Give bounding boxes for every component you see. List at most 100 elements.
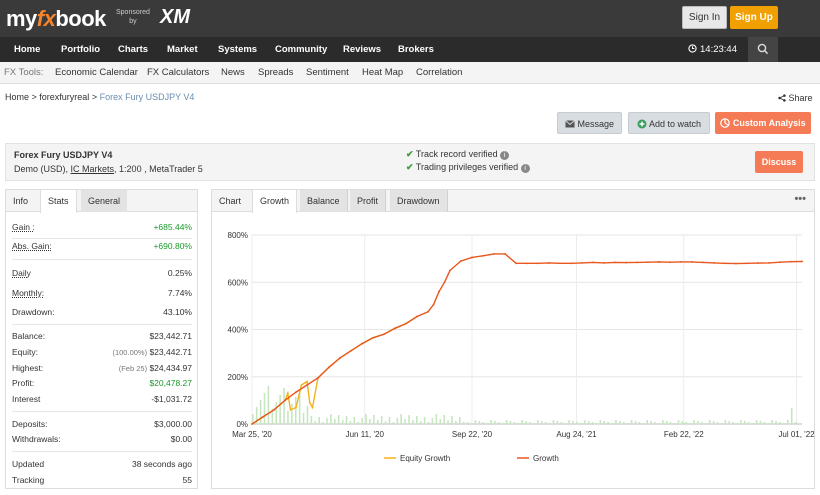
volume-bar [447,420,449,424]
volume-bar [330,414,332,424]
myfxbook-logo[interactable]: myfxbook [6,6,106,31]
system-info-strip: Forex Fury USDJPY V4 Demo (USD), IC Mark… [5,143,815,181]
nav-portfolio[interactable]: Portfolio [61,44,101,55]
volume-bar [287,411,289,424]
tab-info[interactable]: Info [13,196,29,206]
nav-charts[interactable]: Charts [118,44,149,55]
volume-bar [349,421,352,424]
volume-bar [662,420,664,424]
tab-chart[interactable]: Chart [219,196,242,206]
add-to-watch-button[interactable]: Add to watch [628,112,710,134]
nav-community[interactable]: Community [275,44,328,55]
volume-bar [681,421,684,424]
volume-bar [400,414,402,424]
volume-bar [462,422,465,424]
nav-brokers[interactable]: Brokers [398,44,434,55]
xm-logo[interactable]: XM [160,6,190,28]
volume-bar [505,420,508,424]
breadcrumb-current[interactable]: Forex Fury USDJPY V4 [99,92,195,102]
volume-bar [740,420,742,424]
custom-analysis-button[interactable]: Custom Analysis [715,112,811,134]
volume-bar [423,417,426,424]
sign-in-button[interactable]: Sign In [682,6,727,29]
tool-correlation[interactable]: Correlation [416,67,463,78]
message-button[interactable]: Message [557,112,622,134]
x-tick-label: Aug 24, '21 [556,430,597,439]
growth-point [669,261,671,264]
tab-balance[interactable]: Balance [300,190,348,212]
breadcrumb-user[interactable]: forexfuryreal [39,92,90,102]
volume-bar [294,397,297,424]
nav-reviews[interactable]: Reviews [343,44,382,55]
growth-point [493,253,495,255]
sign-up-button[interactable]: Sign Up [730,6,778,29]
search-button[interactable] [748,37,778,62]
growth-point [559,262,561,265]
growth-point [295,391,297,394]
info-icon[interactable]: i [500,151,510,160]
tool-news[interactable]: News [221,67,245,78]
nav-systems[interactable]: Systems [218,44,258,55]
breadcrumb-home[interactable]: Home [5,92,30,102]
volume-bar [587,421,590,424]
plus-circle-icon [637,119,647,129]
tool-sentiment[interactable]: Sentiment [306,67,349,78]
volume-bar [455,421,457,424]
volume-bar [755,420,758,424]
volume-bar [341,420,344,424]
tab-drawdown[interactable]: Drawdown [390,190,448,212]
volume-bar [759,421,762,424]
chart-menu-icon[interactable]: ••• [794,193,806,205]
growth-point [658,261,660,263]
tab-growth[interactable]: Growth [252,190,298,213]
top-header: myfxbook Sponsored by XM Sign In Sign Up [0,0,820,37]
stat-updated: Updated 38 seconds ago [12,459,192,469]
growth-point [603,261,605,264]
volume-bar [634,421,637,424]
y-tick-label: 600% [228,278,248,287]
volume-bar [283,388,285,424]
volume-bar [564,423,566,424]
volume-bar [790,408,793,424]
volume-bar [697,421,699,424]
volume-bar [685,422,688,424]
volume-bar [380,416,383,424]
share-label: Share [788,93,813,103]
volume-bar [751,423,754,424]
stat-abs-gain: Abs. Gain: +690.80% [12,241,192,251]
volume-bar [443,415,445,424]
tool-heat-map[interactable]: Heat Map [362,67,404,78]
nav-home[interactable]: Home [14,44,41,55]
volume-bar [576,422,578,424]
highest-date: (Feb 25) [118,364,148,373]
volume-bar [513,422,516,424]
tool-economic-calendar[interactable]: Economic Calendar [55,67,138,78]
tab-general[interactable]: General [81,190,128,212]
volume-bar [611,423,613,424]
tab-profit[interactable]: Profit [350,190,387,212]
growth-point [691,261,693,263]
volume-bar [392,422,395,424]
y-tick-label: 200% [228,373,248,382]
growth-point [625,261,627,264]
volume-bar [599,420,602,424]
tool-fx-calculators[interactable]: FX Calculators [147,67,210,78]
volume-bar [572,421,574,424]
volume-bar [427,422,430,424]
volume-bar [310,416,313,424]
stats-panel: Info Stats General Gain : +685.44% Abs. G… [5,189,198,489]
broker-link[interactable]: IC Markets [70,164,115,174]
volume-bar [779,422,781,424]
share-button[interactable]: Share [778,93,813,103]
growth-point [570,262,572,265]
tab-stats[interactable]: Stats [40,190,77,213]
growth-point [317,377,319,379]
volume-bar [619,421,621,424]
highest-value: $24,434.97 [149,363,192,373]
growth-line [251,253,803,425]
nav-market[interactable]: Market [167,44,198,55]
discuss-button[interactable]: Discuss [755,151,803,173]
volume-bar [388,417,391,424]
tool-spreads[interactable]: Spreads [258,67,294,78]
info-icon[interactable]: i [520,164,530,173]
